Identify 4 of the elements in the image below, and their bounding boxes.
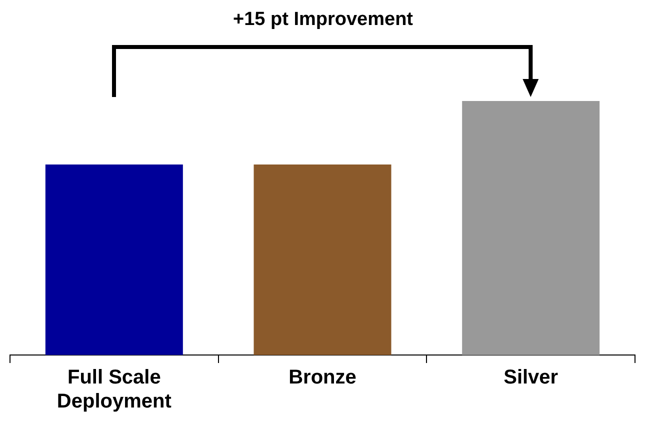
x-tick-label: Full Scale Deployment xyxy=(56,366,172,413)
text: +15 pt Improvement xyxy=(232,9,414,30)
x-tick-label: Silver xyxy=(504,366,558,389)
x-tick-label: Bronze xyxy=(288,366,356,389)
